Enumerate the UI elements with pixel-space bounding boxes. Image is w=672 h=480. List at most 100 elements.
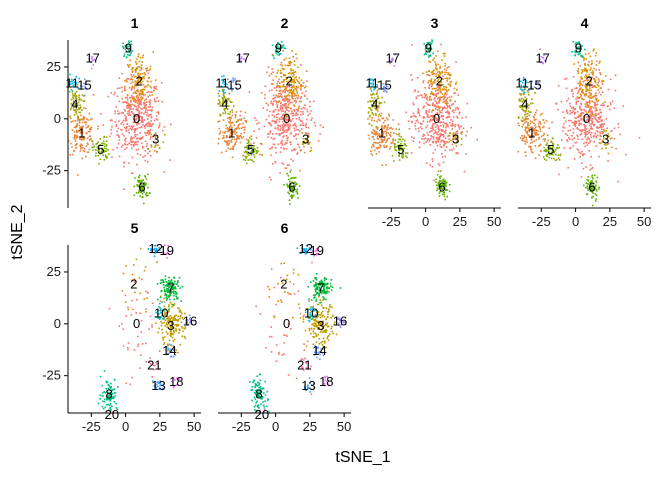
scatter-point (131, 137, 133, 140)
scatter-point (590, 196, 593, 199)
scatter-point (370, 100, 373, 103)
scatter-point (581, 98, 584, 100)
scatter-point (523, 136, 526, 139)
scatter-point (166, 298, 168, 300)
scatter-point (451, 122, 454, 125)
scatter-point (276, 46, 278, 49)
scatter-point (124, 110, 127, 112)
scatter-point (410, 116, 412, 118)
scatter-point (591, 96, 593, 99)
scatter-point (326, 316, 329, 319)
scatter-point (445, 86, 447, 88)
scatter-point (598, 126, 601, 129)
scatter-point (167, 352, 169, 355)
scatter-point (283, 148, 286, 150)
scatter-point (543, 150, 545, 152)
scatter-point (147, 194, 149, 196)
scatter-point (441, 184, 443, 186)
scatter-point (72, 97, 75, 100)
scatter-point (290, 120, 292, 123)
scatter-point (294, 188, 297, 191)
scatter-point (327, 325, 329, 328)
scatter-point (175, 323, 178, 326)
scatter-point (103, 135, 106, 138)
scatter-point (290, 293, 292, 296)
scatter-point (598, 155, 600, 158)
scatter-point (226, 108, 229, 110)
scatter-point (234, 128, 237, 130)
scatter-point (448, 116, 451, 118)
scatter-point (320, 350, 322, 353)
scatter-point (115, 407, 118, 409)
scatter-point (585, 131, 587, 133)
scatter-point (190, 323, 193, 326)
scatter-point (441, 193, 444, 196)
scatter-point (118, 135, 120, 137)
scatter-point (138, 115, 141, 118)
scatter-point (70, 89, 73, 91)
scatter-point (159, 384, 161, 387)
scatter-point (585, 101, 588, 103)
scatter-point (290, 188, 292, 190)
scatter-point (113, 379, 116, 381)
scatter-point (577, 70, 579, 73)
scatter-point (571, 111, 574, 114)
scatter-point (439, 73, 441, 76)
scatter-point (71, 146, 73, 148)
scatter-point (308, 141, 311, 144)
scatter-point (594, 200, 597, 202)
scatter-point (436, 125, 439, 127)
scatter-point (424, 95, 427, 97)
scatter-point (284, 167, 287, 169)
scatter-point (138, 277, 141, 279)
scatter-point (267, 122, 270, 124)
scatter-point (579, 93, 582, 96)
scatter-point (327, 311, 329, 313)
scatter-point (172, 292, 175, 295)
scatter-point (551, 121, 553, 124)
scatter-point (129, 127, 132, 130)
scatter-point (153, 364, 155, 367)
scatter-point (238, 127, 241, 130)
scatter-point (164, 325, 166, 327)
scatter-point (283, 95, 286, 98)
scatter-point (524, 100, 527, 102)
scatter-point (280, 262, 282, 265)
scatter-point (231, 89, 233, 92)
scatter-point (128, 50, 130, 52)
scatter-point (103, 136, 105, 139)
scatter-point (423, 43, 425, 45)
scatter-point (524, 116, 527, 118)
scatter-point (286, 106, 288, 109)
scatter-point (127, 129, 130, 131)
scatter-point (280, 299, 282, 301)
scatter-point (445, 111, 447, 113)
scatter-point (135, 114, 137, 117)
scatter-point (428, 47, 431, 49)
scatter-point (430, 85, 433, 88)
scatter-point (287, 125, 289, 127)
scatter-point (330, 289, 333, 291)
scatter-point (87, 124, 90, 127)
scatter-point (429, 42, 431, 44)
scatter-point (246, 145, 248, 147)
scatter-point (285, 78, 288, 80)
scatter-point (585, 193, 588, 195)
scatter-point (330, 327, 333, 330)
scatter-point (453, 111, 455, 114)
scatter-point (429, 51, 431, 53)
scatter-point (322, 345, 325, 348)
scatter-point (144, 93, 147, 96)
scatter-point (428, 54, 430, 57)
scatter-point (307, 143, 309, 145)
scatter-point (97, 141, 99, 143)
scatter-point (138, 76, 140, 78)
scatter-point (454, 123, 457, 126)
scatter-point (150, 80, 152, 83)
scatter-point (279, 107, 282, 109)
scatter-point (126, 102, 128, 104)
scatter-point (440, 81, 443, 83)
scatter-point (181, 335, 184, 338)
scatter-point (439, 121, 441, 124)
scatter-point (268, 176, 271, 179)
